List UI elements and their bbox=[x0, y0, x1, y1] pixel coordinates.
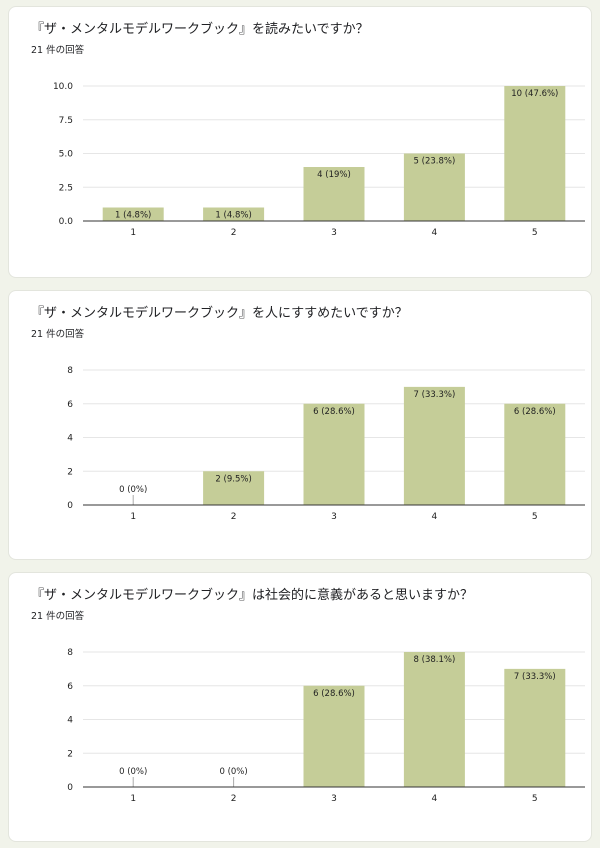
bar-label: 6 (28.6%) bbox=[313, 407, 355, 417]
response-count: 21 件の回答 bbox=[31, 611, 85, 622]
bar bbox=[203, 471, 265, 505]
bar-label: 4 (19%) bbox=[317, 170, 351, 180]
chart-title: 『ザ・メンタルモデルワークブック』は社会的に意義があると思いますか？ bbox=[31, 588, 474, 603]
bar bbox=[303, 403, 365, 505]
y-tick-label: 2 bbox=[67, 467, 73, 477]
y-tick-label: 7.5 bbox=[59, 116, 73, 126]
x-tick-label: 2 bbox=[231, 512, 237, 522]
bar-label: 7 (33.3%) bbox=[414, 390, 456, 400]
bar-label: 7 (33.3%) bbox=[514, 672, 556, 682]
response-count: 21 件の回答 bbox=[31, 45, 85, 56]
bar-chart: 0.0 2.5 5.0 7.5 10.0 1 (4.8%) 1 1 (4.8%) 2 4 (19%… bbox=[53, 82, 585, 238]
x-tick-label: 3 bbox=[331, 228, 337, 238]
bar bbox=[504, 668, 566, 787]
bar-chart: 0 2 4 6 8 0 (0%) 1 0 (0%) 2 6 (28.6%) 3 8 (38.1%) 4 7… bbox=[67, 648, 585, 804]
y-tick-label: 10.0 bbox=[53, 82, 73, 92]
bar-chart: 0 2 4 6 8 0 (0%) 1 2 (9.5%) 2 6 (28.6%) 3 7 (33.3%)… bbox=[67, 366, 585, 522]
x-tick-label: 2 bbox=[231, 794, 237, 804]
y-tick-label: 0.0 bbox=[59, 217, 74, 227]
bar-label: 6 (28.6%) bbox=[313, 689, 355, 699]
y-tick-label: 6 bbox=[67, 682, 73, 692]
y-tick-label: 6 bbox=[67, 400, 73, 410]
y-tick-label: 4 bbox=[67, 434, 73, 444]
bar-label: 8 (38.1%) bbox=[414, 655, 456, 665]
y-tick-label: 4 bbox=[67, 716, 73, 726]
bar-label: 6 (28.6%) bbox=[514, 407, 556, 417]
x-tick-label: 4 bbox=[432, 228, 438, 238]
y-tick-label: 0 bbox=[67, 501, 73, 511]
bar bbox=[403, 652, 465, 787]
x-tick-label: 3 bbox=[331, 794, 337, 804]
bar-label: 2 (9.5%) bbox=[215, 474, 251, 484]
x-tick-label: 3 bbox=[331, 512, 337, 522]
x-tick-label: 5 bbox=[532, 228, 538, 238]
chart-card-2: 『ザ・メンタルモデルワークブック』を人にすすめたいですか？ 21 件の回答 0 2… bbox=[8, 290, 592, 560]
bar-label: 10 (47.6%) bbox=[511, 89, 558, 99]
bar bbox=[102, 207, 164, 221]
x-tick-label: 5 bbox=[532, 794, 538, 804]
bar bbox=[504, 403, 566, 505]
bar bbox=[203, 207, 265, 221]
x-tick-label: 2 bbox=[231, 228, 237, 238]
x-tick-label: 5 bbox=[532, 512, 538, 522]
bar-label: 0 (0%) bbox=[219, 767, 247, 777]
chart-title: 『ザ・メンタルモデルワークブック』を人にすすめたいですか？ bbox=[31, 306, 408, 321]
x-tick-label: 1 bbox=[130, 512, 136, 522]
x-tick-label: 4 bbox=[432, 512, 438, 522]
bar bbox=[403, 386, 465, 505]
bar-label: 0 (0%) bbox=[119, 767, 147, 777]
y-tick-label: 8 bbox=[67, 648, 73, 658]
x-tick-label: 1 bbox=[130, 794, 136, 804]
bar-label: 1 (4.8%) bbox=[215, 211, 251, 221]
bar bbox=[303, 685, 365, 787]
bar-label: 5 (23.8%) bbox=[414, 157, 456, 167]
chart-title: 『ザ・メンタルモデルワークブック』を読みたいですか？ bbox=[31, 22, 369, 37]
bar bbox=[303, 167, 365, 221]
y-tick-label: 2.5 bbox=[59, 183, 73, 193]
chart-card-3: 『ザ・メンタルモデルワークブック』は社会的に意義があると思いますか？ 21 件の… bbox=[8, 572, 592, 842]
bar bbox=[403, 153, 465, 221]
x-tick-label: 1 bbox=[130, 228, 136, 238]
y-tick-label: 8 bbox=[67, 366, 73, 376]
y-tick-label: 0 bbox=[67, 783, 73, 793]
y-tick-label: 5.0 bbox=[59, 150, 74, 160]
bar-label: 1 (4.8%) bbox=[115, 211, 151, 221]
bar bbox=[504, 86, 566, 221]
y-tick-label: 2 bbox=[67, 749, 73, 759]
chart-card-1: 『ザ・メンタルモデルワークブック』を読みたいですか？ 21 件の回答 0.0 2.… bbox=[8, 6, 592, 278]
response-count: 21 件の回答 bbox=[31, 329, 85, 340]
bar-label: 0 (0%) bbox=[119, 485, 147, 495]
x-tick-label: 4 bbox=[432, 794, 438, 804]
